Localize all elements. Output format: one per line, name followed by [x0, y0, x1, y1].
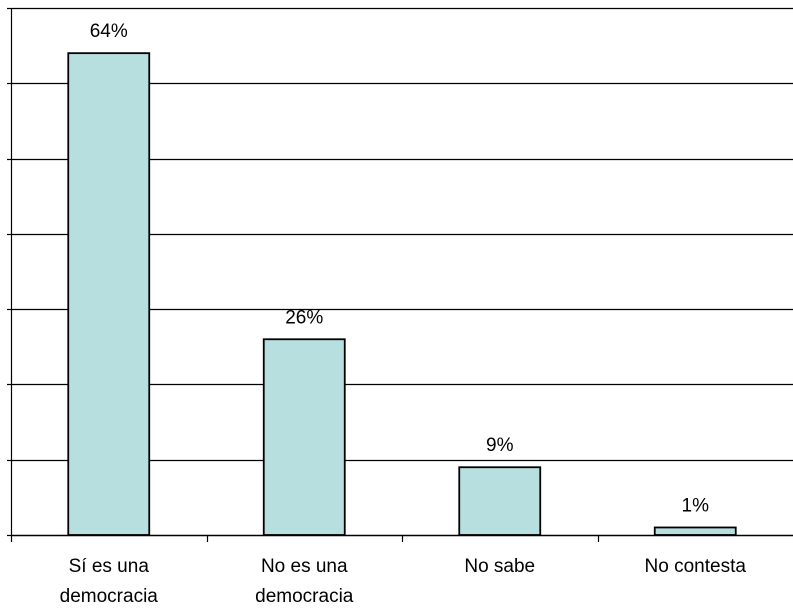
bar-3 — [653, 526, 737, 536]
x-tick-label-3-line-0: No contesta — [645, 556, 747, 577]
x-tick-label-0-line-0: Sí es una — [69, 556, 150, 577]
data-label-0: 64% — [90, 21, 128, 42]
bars — [67, 52, 737, 536]
bar-1 — [262, 338, 346, 536]
x-tick-label-1-line-1: democracia — [255, 586, 354, 607]
x-tick-label-1-line-0: No es una — [261, 556, 348, 577]
x-tick-label-3: No contesta — [645, 556, 747, 577]
x-tick-label-0-line-1: democracia — [60, 586, 159, 607]
data-label-2: 9% — [486, 435, 514, 456]
x-tick-label-2-line-0: No sabe — [464, 556, 535, 577]
axes — [7, 7, 793, 542]
data-labels: 64% 26% 9% 1% — [90, 21, 709, 516]
data-label-1: 26% — [285, 307, 323, 328]
bar-0 — [67, 52, 151, 536]
x-tick-label-0: Sí es una democracia — [60, 556, 159, 607]
data-label-3: 1% — [682, 495, 710, 516]
bar-2 — [458, 466, 542, 536]
x-tick-label-2: No sabe — [464, 556, 535, 577]
x-tick-label-1: No es una democracia — [255, 556, 354, 607]
